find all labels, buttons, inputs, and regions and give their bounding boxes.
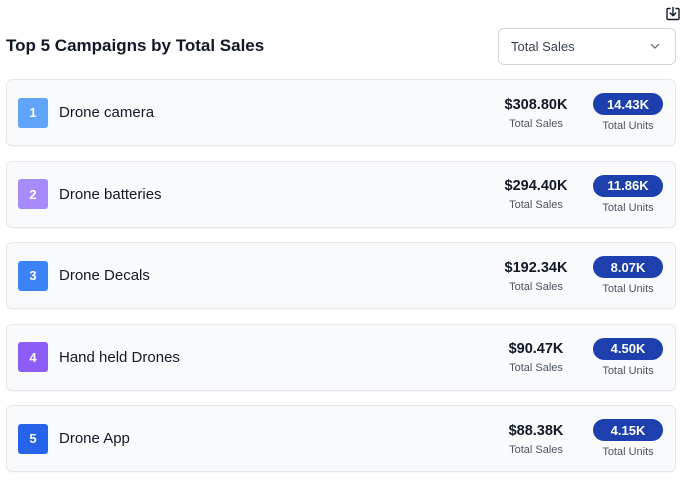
- sales-block: $294.40K Total Sales: [491, 177, 581, 211]
- total-sales-value: $294.40K: [504, 178, 568, 194]
- campaign-name: Drone Decals: [59, 267, 150, 284]
- units-block: 14.43K Total Units: [593, 93, 663, 132]
- metric-dropdown-value: Total Sales: [511, 38, 575, 54]
- sales-block: $88.38K Total Sales: [491, 422, 581, 456]
- units-block: 4.15K Total Units: [593, 419, 663, 458]
- total-units-badge: 4.50K: [593, 337, 663, 360]
- total-units-label: Total Units: [602, 120, 654, 132]
- campaign-name: Drone App: [59, 430, 130, 447]
- campaign-row[interactable]: 5 Drone App $88.38K Total Sales 4.15K To…: [6, 405, 676, 472]
- total-units-badge: 11.86K: [593, 174, 663, 197]
- campaign-row[interactable]: 1 Drone camera $308.80K Total Sales 14.4…: [6, 79, 676, 146]
- units-block: 8.07K Total Units: [593, 256, 663, 295]
- units-block: 11.86K Total Units: [593, 174, 663, 214]
- header: Top 5 Campaigns by Total Sales Total Sal…: [6, 27, 676, 65]
- total-sales-label: Total Sales: [509, 443, 563, 456]
- chevron-down-icon: [650, 43, 660, 49]
- metric-dropdown[interactable]: Total Sales: [498, 27, 676, 65]
- total-sales-label: Total Sales: [509, 362, 563, 374]
- total-sales-value: $90.47K: [508, 341, 564, 357]
- total-units-badge: 14.43K: [593, 93, 663, 115]
- total-sales-label: Total Sales: [509, 117, 563, 130]
- rank-badge: 2: [18, 179, 48, 209]
- sales-block: $192.34K Total Sales: [491, 259, 581, 293]
- total-units-label: Total Units: [602, 364, 654, 377]
- rank-badge: 1: [18, 97, 48, 128]
- total-units-badge: 8.07K: [593, 256, 663, 278]
- rank-badge: 3: [18, 260, 48, 291]
- campaign-name: Drone camera: [59, 104, 155, 121]
- download-button[interactable]: [664, 5, 682, 23]
- total-units-label: Total Units: [602, 446, 654, 458]
- sales-block: $90.47K Total Sales: [491, 340, 581, 374]
- campaign-list: 1 Drone camera $308.80K Total Sales 14.4…: [6, 79, 676, 487]
- campaign-row[interactable]: 2 Drone batteries $294.40K Total Sales 1…: [6, 160, 676, 228]
- sales-block: $308.80K Total Sales: [491, 96, 581, 130]
- total-sales-label: Total Sales: [509, 199, 563, 211]
- total-units-badge: 4.15K: [593, 419, 663, 441]
- total-sales-value: $192.34K: [504, 259, 568, 276]
- campaign-name: Drone batteries: [59, 185, 162, 203]
- campaign-name: Hand held Drones: [59, 348, 180, 366]
- page-title: Top 5 Campaigns by Total Sales: [6, 36, 265, 55]
- total-sales-label: Total Sales: [509, 280, 563, 293]
- total-sales-value: $88.38K: [508, 422, 564, 439]
- download-icon: [666, 6, 680, 21]
- rank-badge: 4: [18, 342, 48, 372]
- rank-badge: 5: [18, 423, 48, 454]
- total-units-label: Total Units: [602, 283, 654, 295]
- total-sales-value: $308.80K: [504, 96, 568, 113]
- total-units-label: Total Units: [602, 201, 654, 214]
- campaign-row[interactable]: 3 Drone Decals $192.34K Total Sales 8.07…: [6, 242, 676, 309]
- units-block: 4.50K Total Units: [593, 337, 663, 377]
- campaign-row[interactable]: 4 Hand held Drones $90.47K Total Sales 4…: [6, 323, 676, 391]
